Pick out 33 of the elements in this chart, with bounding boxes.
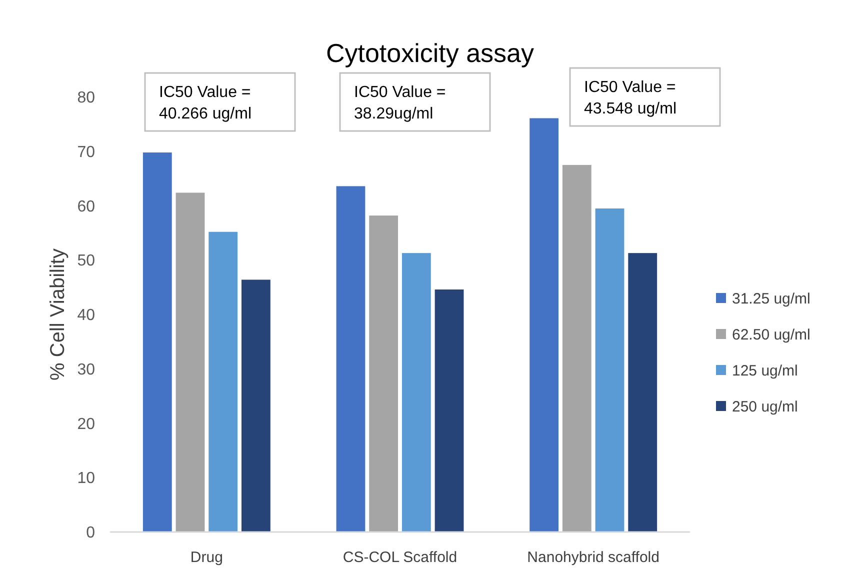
x-tick-label: Drug: [190, 549, 223, 566]
annotation: IC50 Value = 43.548 ug/ml: [584, 78, 677, 118]
legend-label: 125 ug/ml: [732, 362, 798, 380]
y-tick-label: 0: [86, 524, 96, 542]
y-axis-title: % Cell Viability: [47, 248, 69, 380]
bar: [241, 280, 270, 532]
bar: [628, 253, 658, 532]
bar: [595, 208, 624, 532]
legend-label: 62.50 ug/ml: [732, 326, 810, 344]
bar: [369, 216, 398, 532]
bar: [402, 253, 431, 532]
x-tick-label: CS-COL Scaffold: [342, 549, 458, 566]
bar: [434, 289, 464, 532]
bar: [208, 232, 238, 532]
annotation: IC50 Value = 38.29ug/ml: [354, 84, 446, 122]
y-tick-label: 70: [77, 144, 96, 161]
chart-title: Cytotoxicity assay: [326, 38, 534, 68]
y-tick-label: 80: [77, 90, 96, 107]
y-tick-label: 10: [77, 470, 96, 488]
x-tick-label: Nanohybrid scaffold: [527, 549, 660, 566]
bar: [176, 192, 205, 532]
annotation: IC50 Value = 40.266 ug/ml: [159, 84, 252, 122]
bar: [562, 164, 592, 532]
bar: [530, 118, 559, 532]
legend-label: 31.25 ug/ml: [732, 290, 810, 308]
bar: [336, 186, 366, 532]
y-tick-label: 20: [77, 416, 96, 433]
y-tick-label: 60: [77, 198, 96, 216]
y-tick-label: 30: [77, 361, 96, 378]
legend-label: 250 ug/ml: [732, 398, 798, 416]
y-tick-label: 40: [77, 307, 96, 324]
bar: [142, 152, 172, 532]
y-tick-label: 50: [77, 252, 96, 270]
